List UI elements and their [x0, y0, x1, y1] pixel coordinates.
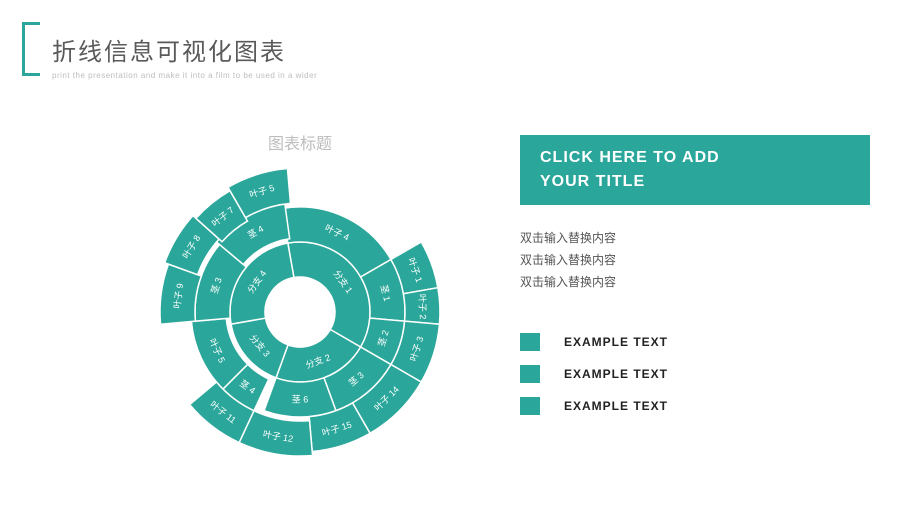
example-swatch [520, 365, 540, 383]
example-label: EXAMPLE TEXT [564, 367, 668, 381]
sunburst-slice-label: 茎 6 [292, 394, 309, 405]
example-row: EXAMPLE TEXT [520, 397, 870, 415]
example-label: EXAMPLE TEXT [564, 335, 668, 349]
body-text-line: 双击输入替换内容 [520, 271, 870, 293]
page-title: 折线信息可视化图表 [52, 32, 317, 67]
chart-title: 图表标题 [130, 130, 470, 154]
title-box: CLICK HERE TO ADD YOUR TITLE [520, 135, 870, 205]
example-swatch [520, 333, 540, 351]
page-subtitle: print the presentation and make it into … [52, 71, 317, 80]
title-box-line2: YOUR TITLE [540, 173, 850, 191]
body-text-line: 双击输入替换内容 [520, 249, 870, 271]
example-swatch [520, 397, 540, 415]
chart-area: 图表标题 分支 1分支 2分支 3分支 4叶子 4茎 1茎 2茎 3茎 6茎 4… [130, 130, 470, 467]
example-row: EXAMPLE TEXT [520, 333, 870, 351]
sunburst-chart: 分支 1分支 2分支 3分支 4叶子 4茎 1茎 2茎 3茎 6茎 4叶子 5茎… [150, 162, 450, 462]
right-panel: CLICK HERE TO ADD YOUR TITLE 双击输入替换内容双击输… [520, 135, 870, 429]
corner-bracket [22, 22, 40, 76]
title-box-line1: CLICK HERE TO ADD [540, 149, 850, 167]
examples-list: EXAMPLE TEXT EXAMPLE TEXT EXAMPLE TEXT [520, 333, 870, 415]
example-row: EXAMPLE TEXT [520, 365, 870, 383]
sunburst-slice-label: 叶子 2 [417, 294, 428, 320]
body-text-line: 双击输入替换内容 [520, 227, 870, 249]
header: 折线信息可视化图表 print the presentation and mak… [52, 32, 317, 80]
body-texts: 双击输入替换内容双击输入替换内容双击输入替换内容 [520, 227, 870, 293]
example-label: EXAMPLE TEXT [564, 399, 668, 413]
